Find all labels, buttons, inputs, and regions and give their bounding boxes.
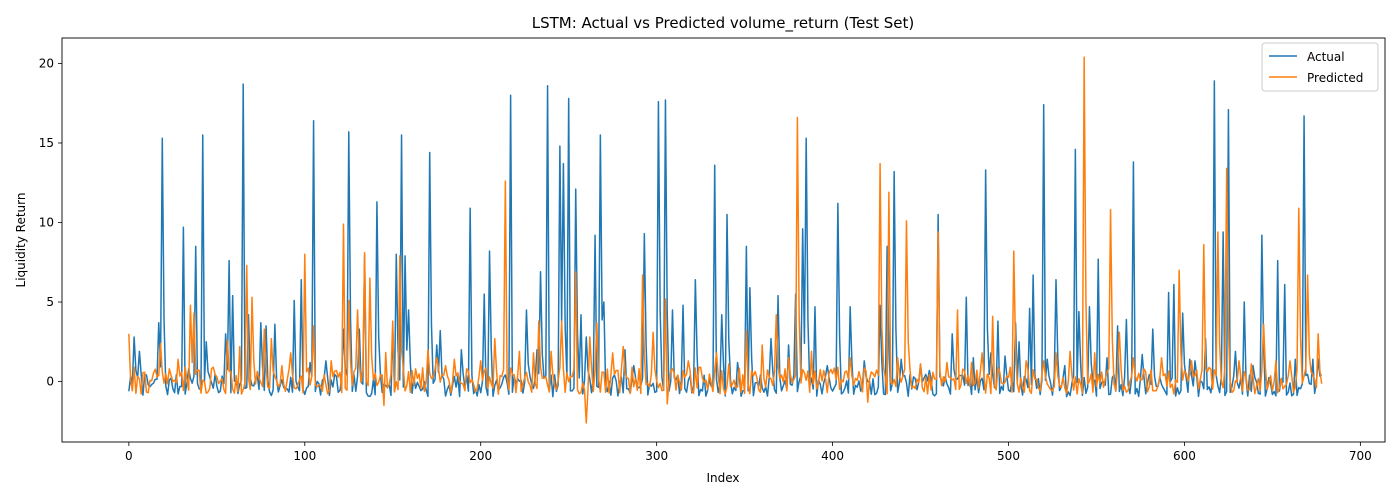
y-axis-title: Liquidity Return — [14, 193, 28, 288]
x-axis-title: Index — [706, 471, 739, 485]
y-tick-label: 15 — [39, 136, 54, 150]
y-tick-label: 10 — [39, 216, 54, 230]
plot-frame — [61, 37, 1386, 443]
legend: Actual Predicted — [1261, 42, 1379, 92]
y-axis: 0 5 10 15 20 — [39, 56, 62, 389]
x-axis: 0 100 200 300 400 500 600 700 — [125, 442, 1372, 463]
x-tick-label: 100 — [293, 449, 316, 463]
y-tick-label: 0 — [46, 375, 54, 389]
legend-label-actual: Actual — [1307, 50, 1345, 64]
series-line-predicted — [128, 56, 1323, 424]
legend-label-predicted: Predicted — [1307, 71, 1363, 85]
y-tick-label: 5 — [46, 295, 54, 309]
x-tick-label: 200 — [469, 449, 492, 463]
y-tick-label: 20 — [39, 56, 54, 70]
legend-box — [1261, 42, 1379, 92]
x-tick-label: 0 — [125, 449, 133, 463]
x-tick-label: 400 — [821, 449, 844, 463]
x-tick-label: 600 — [1173, 449, 1196, 463]
series-layer — [128, 56, 1323, 424]
series-line-actual — [128, 80, 1323, 398]
x-tick-label: 300 — [645, 449, 668, 463]
x-tick-label: 700 — [1349, 449, 1372, 463]
chart-title: LSTM: Actual vs Predicted volume_return … — [532, 14, 915, 33]
x-tick-label: 500 — [997, 449, 1020, 463]
